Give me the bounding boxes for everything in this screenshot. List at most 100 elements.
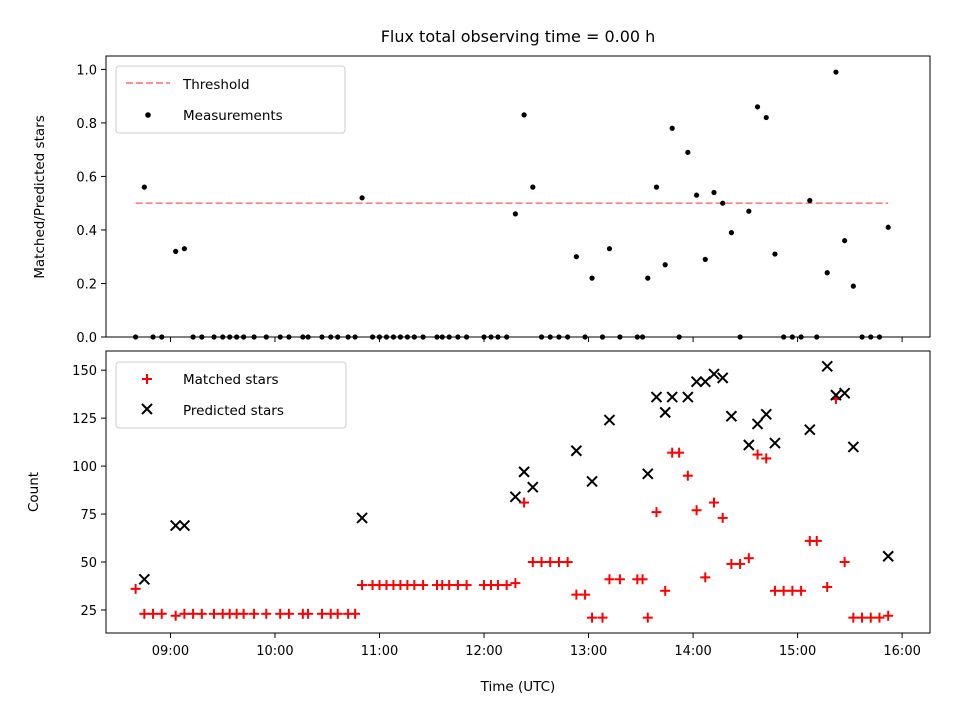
predicted-star-point <box>716 372 729 384</box>
matched-star-point <box>461 580 472 591</box>
matched-star-point <box>708 497 719 508</box>
legend-matched-swatch <box>142 374 152 384</box>
matched-star-point <box>787 585 798 596</box>
matched-star-point <box>743 553 754 564</box>
measurement-point <box>833 69 839 75</box>
measurement-point <box>521 112 527 118</box>
legend-measurements-label: Measurements <box>183 108 283 124</box>
matched-star-point <box>717 512 728 523</box>
count-y-tick-label: 75 <box>80 508 97 523</box>
measurement-point <box>530 184 536 190</box>
matched-star-point <box>350 608 361 619</box>
matched-star-point <box>769 585 780 596</box>
legend-matched-label: Matched stars <box>183 372 279 388</box>
matched-star-point <box>822 581 833 592</box>
x-tick-label: 15:00 <box>779 644 816 659</box>
ratio-y-tick-label: 0.2 <box>76 277 97 292</box>
count-legend: Matched stars Predicted stars <box>115 361 347 429</box>
count-y-ticks: 25 50 75 100 125 150 <box>72 364 106 619</box>
count-y-tick-label: 150 <box>72 364 97 379</box>
measurement-point <box>754 104 761 110</box>
matched-star-point <box>580 589 591 600</box>
predicted-star-point <box>821 360 833 373</box>
matched-star-point <box>261 608 272 619</box>
predicted-star-point <box>830 389 842 401</box>
predicted-star-point <box>178 519 191 532</box>
predicted-star-point <box>725 410 738 422</box>
matched-star-point <box>545 557 556 568</box>
measurement-point <box>807 197 813 204</box>
matched-star-point <box>604 574 615 585</box>
measurement-point <box>173 248 179 254</box>
matched-star-point <box>674 447 685 458</box>
matched-star-point <box>726 558 737 569</box>
predicted-star-point <box>603 414 616 426</box>
x-axis-label: Time (UTC) <box>480 679 556 695</box>
matched-star-point <box>839 557 850 568</box>
matched-star-point <box>418 580 429 591</box>
matched-star-point <box>409 580 420 591</box>
measurement-point <box>824 270 830 276</box>
ratio-legend: Threshold Measurements <box>115 65 346 134</box>
matched-star-point <box>761 453 772 464</box>
matched-star-point <box>571 589 582 600</box>
matched-star-point <box>553 557 564 568</box>
matched-star-point <box>357 580 368 591</box>
predicted-star-point <box>138 573 151 585</box>
measurement-point <box>573 254 579 260</box>
matched-star-point <box>317 608 328 619</box>
matched-star-point <box>811 535 822 546</box>
measurement-point <box>746 208 752 214</box>
legend-threshold-label: Threshold <box>182 77 250 93</box>
matched-star-point <box>148 608 159 619</box>
measurement-point <box>181 246 187 252</box>
matched-star-point <box>752 449 763 460</box>
matched-star-point <box>501 580 512 591</box>
matched-star-point <box>651 507 662 518</box>
x-tick-label: 09:00 <box>152 644 189 659</box>
matched-star-point <box>332 608 343 619</box>
matched-star-point <box>519 497 530 508</box>
matched-star-point <box>139 608 150 619</box>
measurement-point <box>763 114 769 121</box>
measurement-point <box>685 149 691 155</box>
matched-star-point <box>527 557 538 568</box>
count-y-axis-label: Count <box>26 472 42 512</box>
matched-star-point <box>682 470 693 481</box>
ratio-y-axis-label: Matched/Predicted stars <box>32 115 48 278</box>
matched-star-point <box>614 574 625 585</box>
predicted-star-point <box>570 445 583 457</box>
predicted-star-point <box>527 481 539 493</box>
measurement-point <box>720 200 726 206</box>
matched-star-point <box>700 572 711 583</box>
measurement-point <box>885 224 891 230</box>
predicted-star-point <box>509 491 522 503</box>
matched-star-point <box>660 585 671 596</box>
ratio-panel: 0.0 0.2 0.4 0.6 0.8 1.0 Matched/Predicted sta… <box>32 55 931 346</box>
ratio-y-tick-label: 0.6 <box>76 170 97 185</box>
ratio-y-tick-label: 0.0 <box>76 331 97 346</box>
legend-predicted-swatch <box>141 403 153 415</box>
predicted-star-point <box>708 368 720 380</box>
matched-star-point <box>597 612 608 623</box>
predicted-star-point <box>518 466 530 478</box>
measurement-point <box>653 184 660 190</box>
predicted-star-point <box>659 406 671 419</box>
measurement-point <box>589 275 595 281</box>
matched-star-point <box>865 612 876 623</box>
legend-measurements-swatch <box>145 112 151 118</box>
predicted-star-point <box>169 519 182 532</box>
matched-star-point <box>536 557 547 568</box>
matched-star-point <box>249 608 260 619</box>
matched-star-point <box>691 505 702 516</box>
matched-star-point <box>238 608 249 619</box>
measurement-point <box>606 246 613 252</box>
measurement-point <box>711 189 717 196</box>
ratio-y-tick-label: 0.4 <box>76 224 97 239</box>
predicted-star-point <box>650 391 663 403</box>
matched-star-point <box>735 558 746 569</box>
matched-star-point <box>170 610 181 621</box>
measurement-point <box>512 211 518 217</box>
matched-star-point <box>444 580 455 591</box>
